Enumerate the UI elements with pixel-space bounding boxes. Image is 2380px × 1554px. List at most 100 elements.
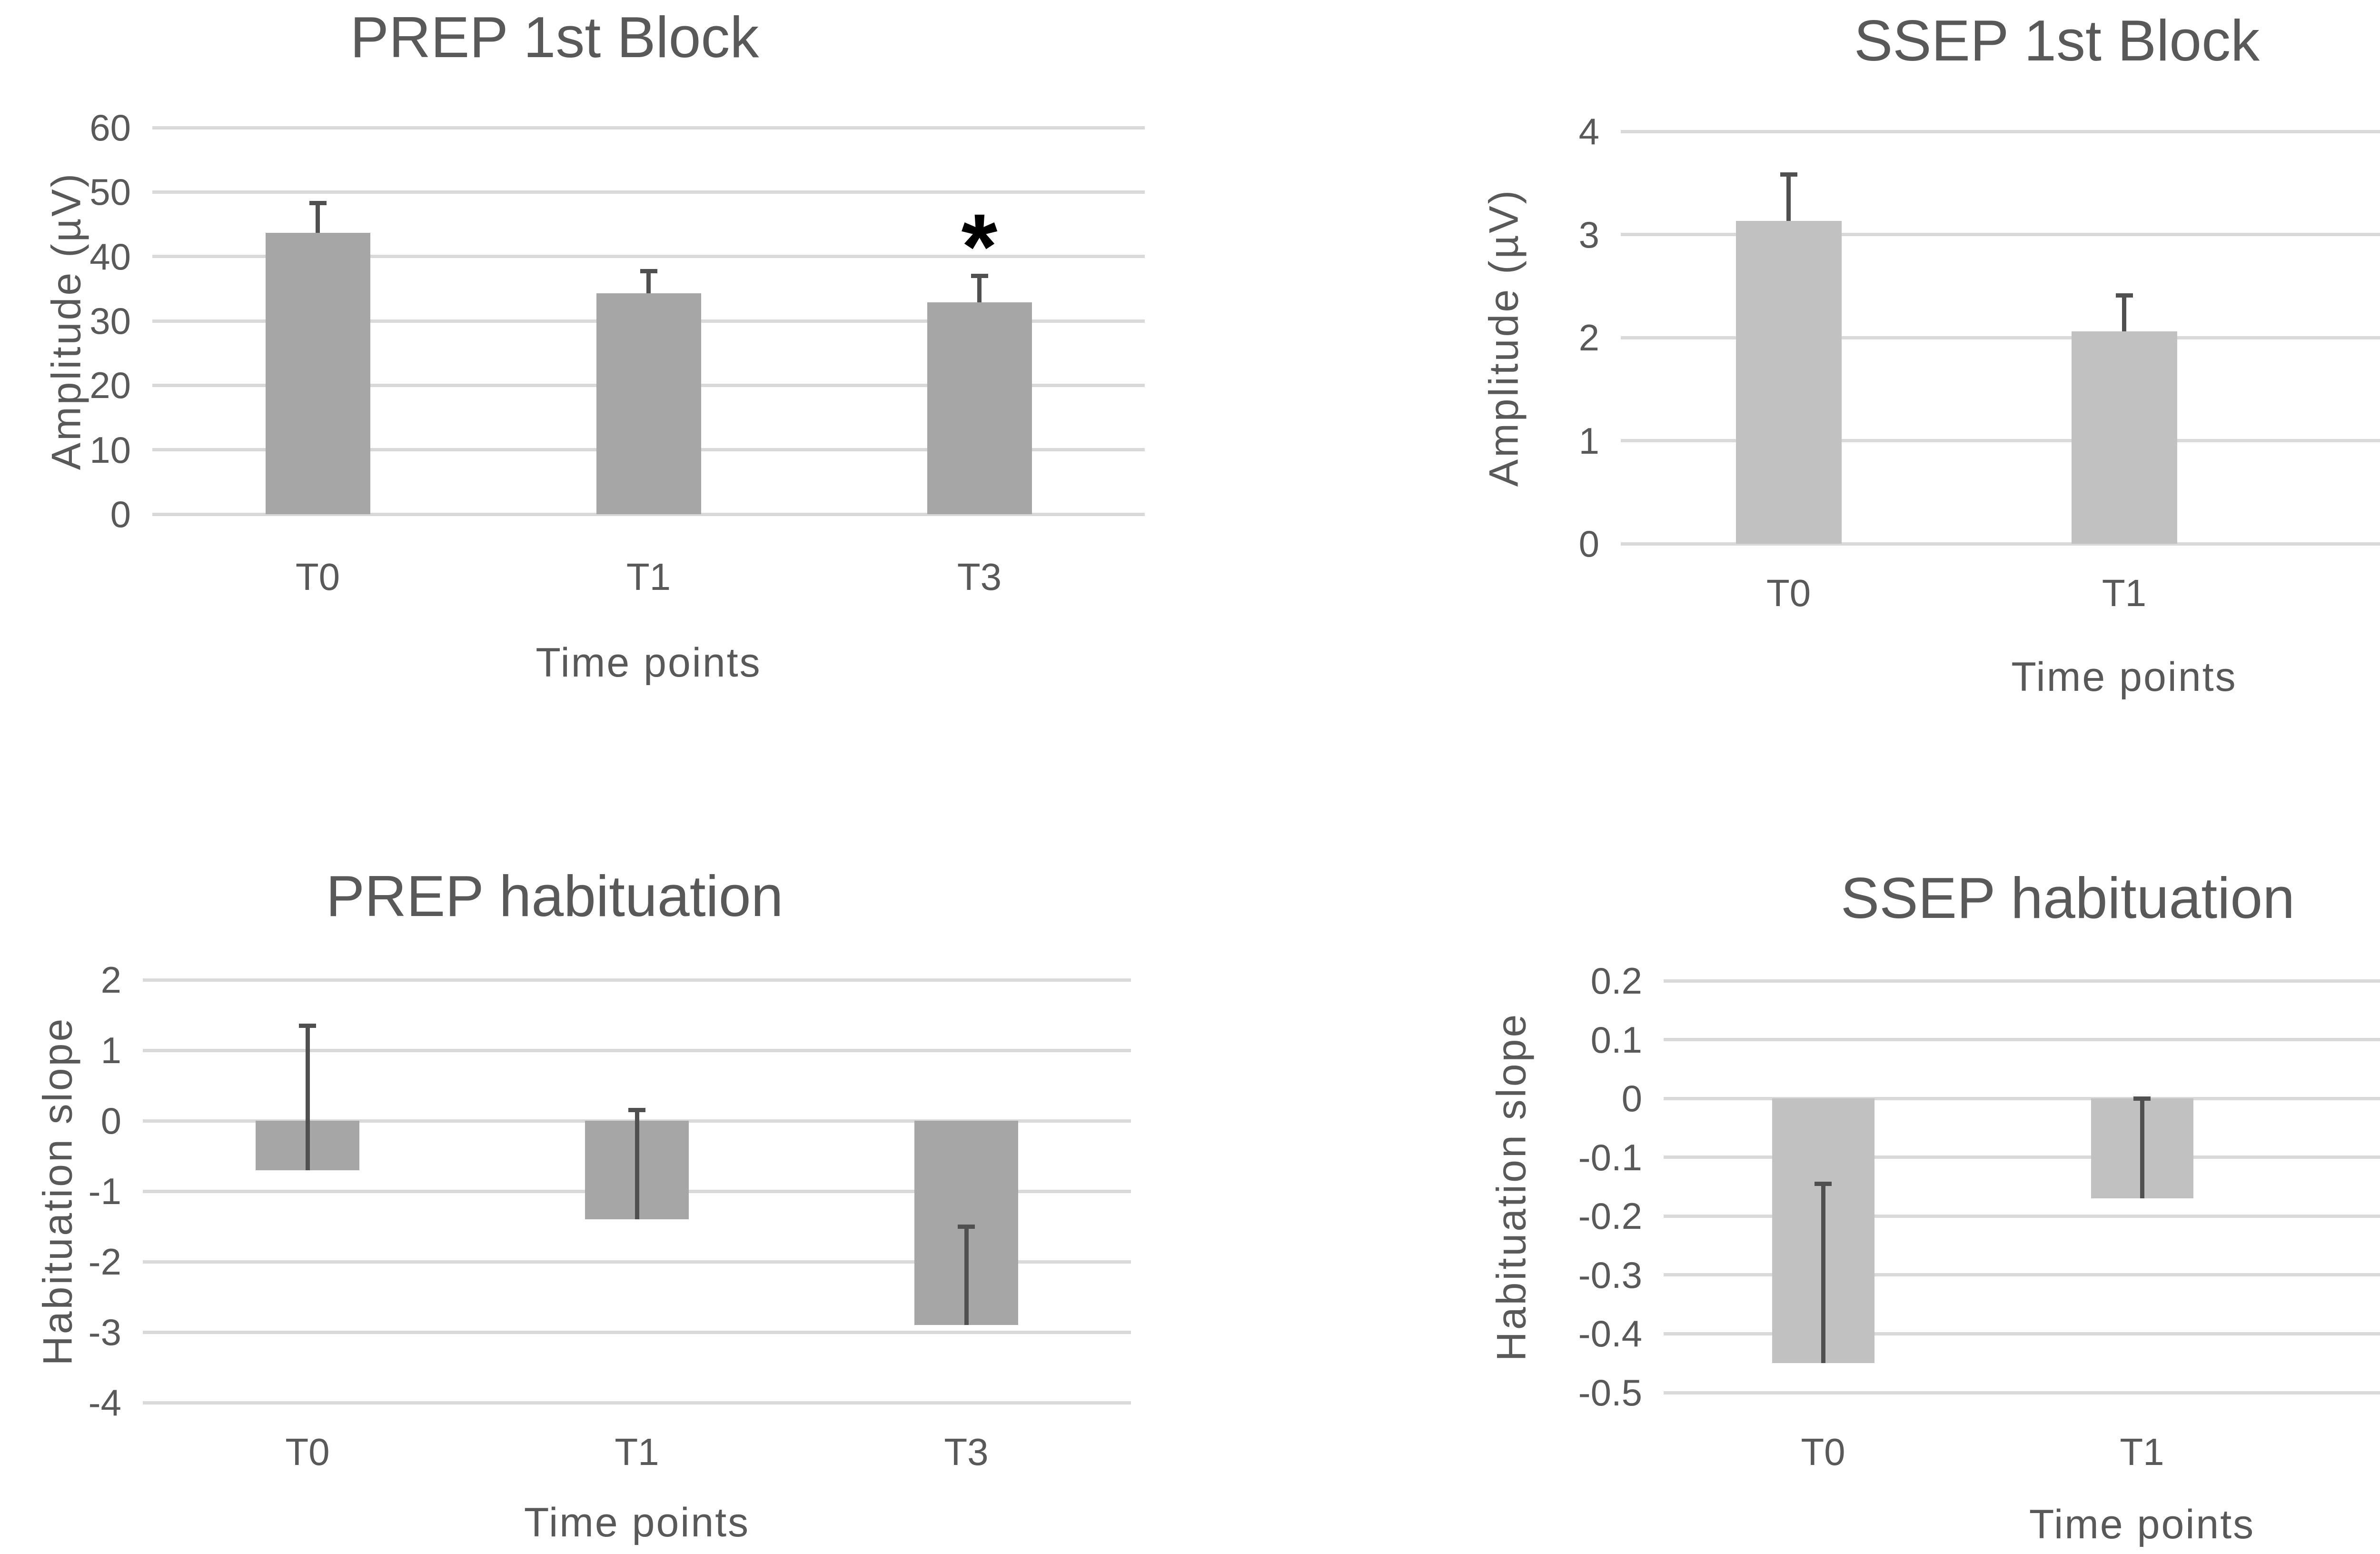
error-bar bbox=[2140, 1098, 2144, 1199]
y-tick-label: 0 bbox=[100, 1100, 121, 1142]
error-bar-cap bbox=[2115, 293, 2133, 298]
error-bar bbox=[977, 276, 982, 302]
gridline bbox=[152, 255, 1145, 259]
x-tick-label: T1 bbox=[626, 556, 671, 598]
y-tick-label: 40 bbox=[89, 235, 131, 278]
gridline bbox=[143, 1048, 1131, 1052]
gridline bbox=[1664, 1096, 2380, 1100]
x-tick-label: T0 bbox=[285, 1431, 330, 1473]
chart-panel-prep-habituation: PREP habituation Habituation slope 2 1 0 -1… bbox=[0, 805, 1200, 1545]
y-tick-label: 0 bbox=[1621, 1077, 1642, 1120]
plot-area: 2 1 0 -1 -2 -3 -4 T0 T1 T3 bbox=[0, 805, 1200, 1541]
y-tick-label: 0 bbox=[110, 493, 131, 535]
gridline bbox=[1621, 336, 2380, 339]
bar-T3 bbox=[927, 302, 1032, 514]
chart-title: PREP 1st Block bbox=[350, 5, 759, 70]
gridline bbox=[143, 1260, 1131, 1264]
y-tick-label: 1 bbox=[1578, 419, 1599, 462]
gridline bbox=[152, 512, 1145, 516]
y-tick-label: 50 bbox=[89, 171, 131, 213]
x-tick-label: T0 bbox=[1766, 572, 1811, 614]
plot-area: 60 50 40 30 20 10 0 T0 T1 T3 * bbox=[0, 0, 1200, 790]
gridline bbox=[143, 978, 1131, 982]
significance-asterisk: * bbox=[961, 195, 998, 299]
error-bar bbox=[635, 1110, 639, 1220]
y-tick-label: 3 bbox=[1578, 213, 1599, 256]
y-tick-label: 2 bbox=[100, 959, 121, 1001]
y-tick-label: 2 bbox=[1578, 317, 1599, 359]
y-tick-label: -0.2 bbox=[1578, 1195, 1642, 1237]
error-bar-cap bbox=[2133, 1096, 2151, 1101]
error-bar-cap bbox=[299, 1023, 316, 1028]
chart-panel-ssep-1st-block: SSEP 1st Block Amplitude (µV) 4 3 2 1 0 T0 T1 T… bbox=[1440, 0, 2380, 790]
gridline bbox=[1664, 1273, 2380, 1277]
chart-panel-ssep-habituation: SSEP habituation Habituation slope 0.2 0.… bbox=[1440, 805, 2380, 1547]
y-tick-label: 30 bbox=[89, 300, 131, 342]
y-tick-label: 1 bbox=[100, 1029, 121, 1071]
y-tick-label: -0.5 bbox=[1578, 1372, 1642, 1414]
gridline bbox=[1664, 979, 2380, 983]
error-bar bbox=[1786, 174, 1791, 221]
x-tick-label: T1 bbox=[615, 1431, 659, 1473]
y-tick-label: 0 bbox=[1578, 523, 1599, 565]
x-axis-title: Time points bbox=[2029, 1502, 2255, 1547]
gridline bbox=[143, 1330, 1131, 1334]
gridline bbox=[1664, 1332, 2380, 1335]
y-tick-label: -3 bbox=[88, 1311, 121, 1353]
bar-T1 bbox=[2071, 331, 2177, 544]
error-bar-cap bbox=[958, 1224, 975, 1229]
y-tick-label: -0.1 bbox=[1578, 1136, 1642, 1178]
gridline bbox=[1664, 1214, 2380, 1218]
chart-title: SSEP habituation bbox=[1840, 866, 2295, 930]
y-tick-label: 0.2 bbox=[1590, 960, 1642, 1002]
y-tick-label: -1 bbox=[88, 1170, 121, 1212]
error-bar-cap bbox=[309, 200, 327, 205]
y-tick-label: 20 bbox=[89, 364, 131, 407]
x-tick-label: T3 bbox=[944, 1431, 989, 1473]
y-tick-label: -2 bbox=[88, 1241, 121, 1283]
y-tick-label: 4 bbox=[1578, 110, 1599, 152]
gridline bbox=[1621, 542, 2380, 546]
error-bar bbox=[1821, 1184, 1825, 1364]
y-tick-label: 10 bbox=[89, 428, 131, 471]
gridline bbox=[1664, 1156, 2380, 1159]
bar-T0 bbox=[1735, 221, 1842, 544]
x-tick-label: T0 bbox=[1801, 1431, 1845, 1473]
x-axis-title: Time points bbox=[2011, 654, 2237, 700]
chart-panel-prep-1st-block: PREP 1st Block Amplitude (µV) 60 50 40 30 20… bbox=[0, 0, 1200, 790]
gridline bbox=[1621, 439, 2380, 442]
error-bar bbox=[964, 1226, 969, 1325]
error-bar-cap bbox=[640, 269, 657, 274]
error-bar-cap bbox=[971, 273, 988, 278]
plot-area: 0.20.10-0.1-0.2-0.3-0.4-0.5T0T1T3 bbox=[1440, 805, 2380, 1541]
y-tick-label: -0.3 bbox=[1578, 1254, 1642, 1296]
x-tick-label: T3 bbox=[957, 556, 1002, 598]
gridline bbox=[1621, 233, 2380, 236]
plot-area: 43210T0T1T3 bbox=[1440, 0, 2380, 790]
chart-title: PREP habituation bbox=[326, 864, 783, 928]
bar-T0 bbox=[265, 232, 370, 514]
error-bar bbox=[646, 271, 651, 293]
x-tick-label: T1 bbox=[2102, 572, 2147, 614]
error-bar bbox=[305, 1026, 310, 1170]
error-bar bbox=[316, 203, 320, 233]
gridline bbox=[1664, 1391, 2380, 1395]
x-tick-label: T0 bbox=[295, 556, 340, 598]
bar-T1 bbox=[596, 293, 701, 514]
error-bar bbox=[2122, 295, 2126, 331]
error-bar-cap bbox=[628, 1108, 645, 1113]
error-bar-cap bbox=[1815, 1181, 1832, 1186]
gridline bbox=[152, 126, 1145, 130]
chart-title: SSEP 1st Block bbox=[1854, 8, 2260, 73]
gridline bbox=[1664, 1038, 2380, 1042]
gridline bbox=[1621, 130, 2380, 133]
y-tick-label: 60 bbox=[89, 107, 131, 149]
x-axis-title: Time points bbox=[536, 640, 762, 686]
error-bar-cap bbox=[1780, 172, 1797, 177]
x-axis-title: Time points bbox=[524, 1500, 750, 1545]
y-tick-label: -0.4 bbox=[1578, 1313, 1642, 1355]
gridline bbox=[152, 190, 1145, 194]
gridline bbox=[143, 1401, 1131, 1405]
y-tick-label: -4 bbox=[88, 1382, 121, 1424]
